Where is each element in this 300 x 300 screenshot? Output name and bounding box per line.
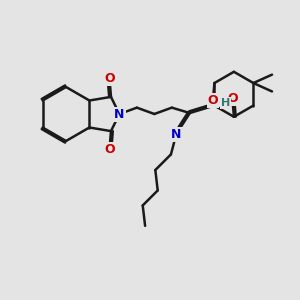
- Text: H: H: [221, 98, 230, 108]
- Text: N: N: [171, 128, 181, 140]
- Text: O: O: [104, 143, 115, 156]
- Text: O: O: [208, 94, 218, 107]
- Text: N: N: [114, 107, 124, 121]
- Text: O: O: [104, 72, 115, 85]
- Text: O: O: [227, 92, 238, 105]
